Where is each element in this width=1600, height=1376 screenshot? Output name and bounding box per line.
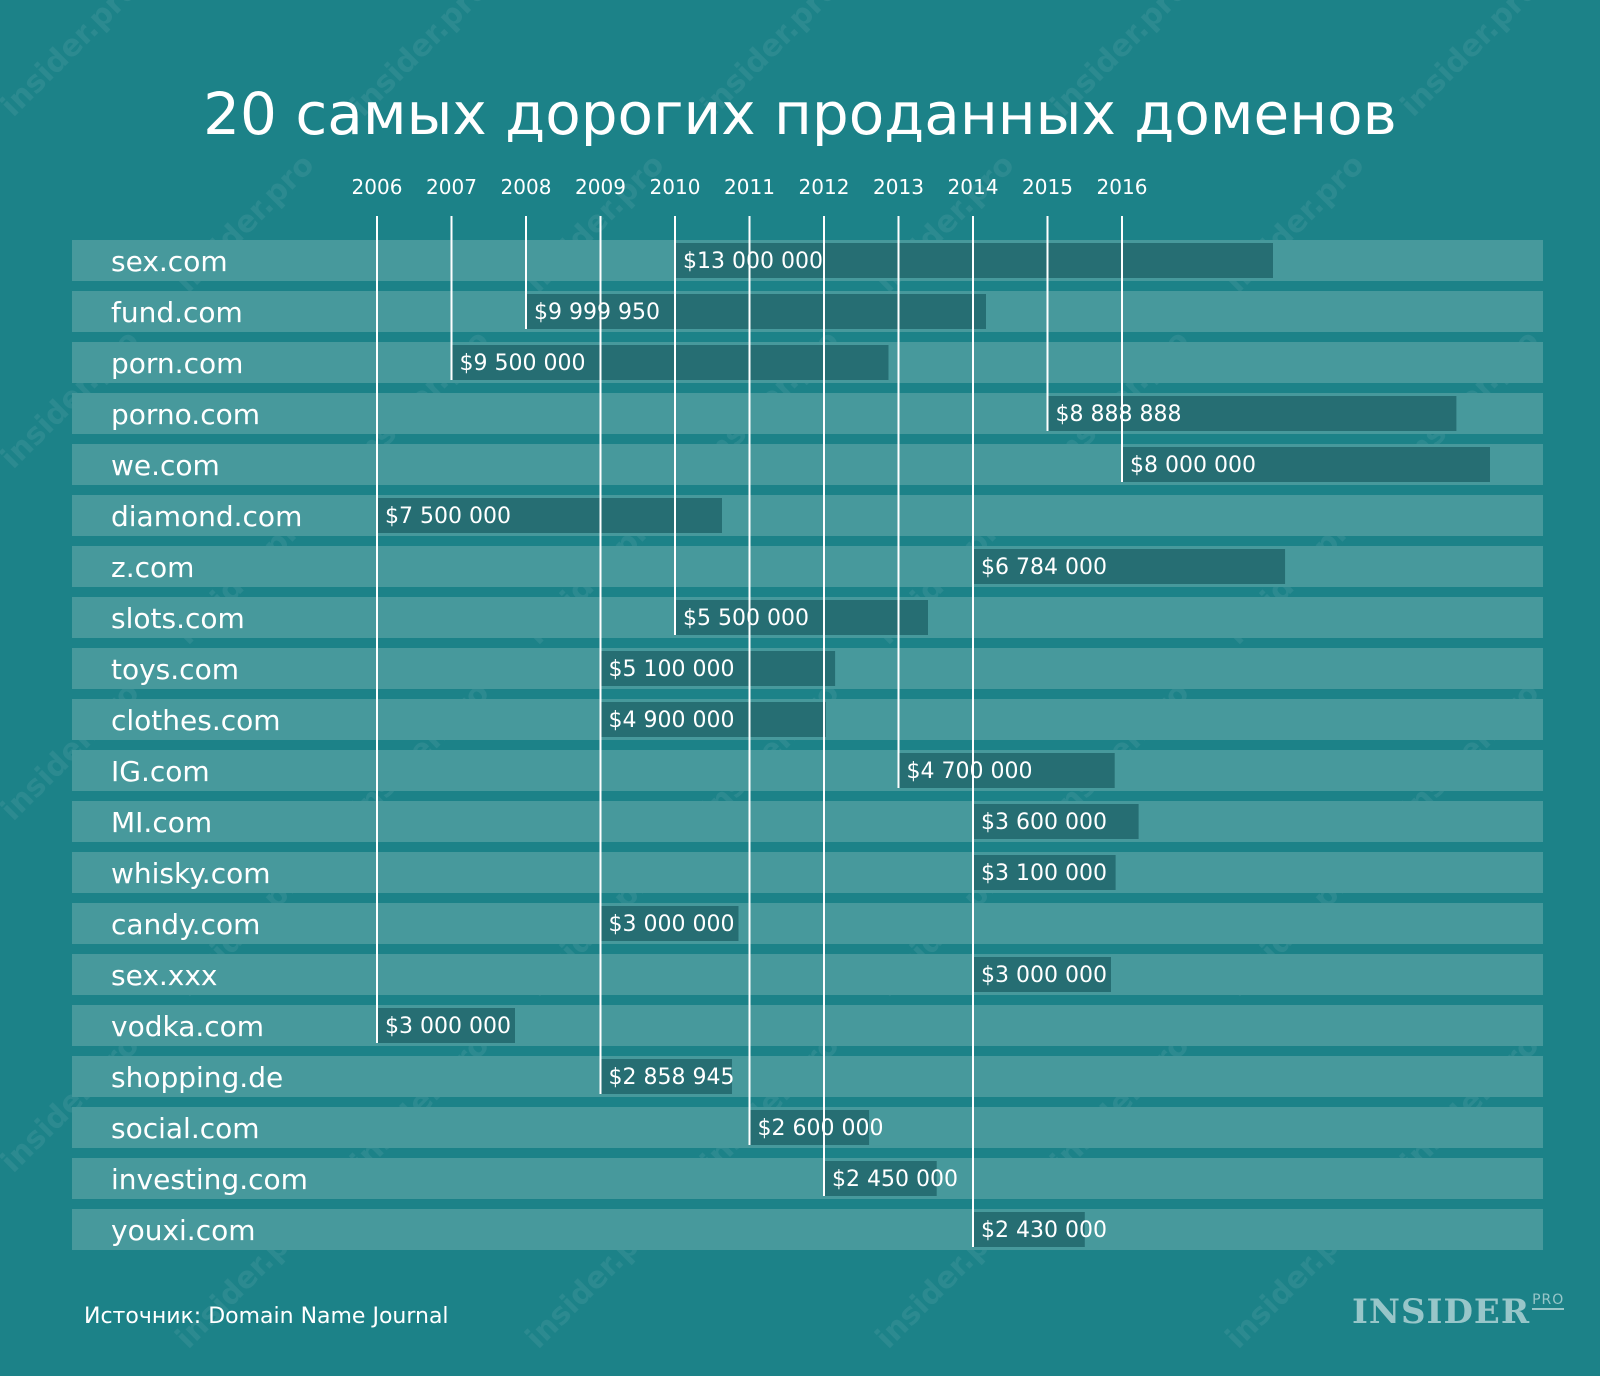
logo-subtext: PRO (1532, 1292, 1565, 1310)
value-bar (973, 855, 1116, 890)
chart-title: 20 самых дорогих проданных доменов (203, 80, 1397, 148)
row-background (72, 495, 1543, 536)
domain-label: sex.xxx (111, 959, 218, 992)
domain-label: sex.com (111, 245, 228, 278)
domain-label: diamond.com (111, 500, 302, 533)
domain-label: whisky.com (111, 857, 271, 890)
value-bar (898, 753, 1115, 788)
year-tick-label: 2006 (352, 175, 403, 199)
value-label: $3 000 000 (385, 1014, 511, 1039)
row-background (72, 1005, 1543, 1046)
value-label: $7 500 000 (385, 504, 511, 529)
domain-label: candy.com (111, 908, 260, 941)
year-tick-label: 2015 (1022, 175, 1073, 199)
value-label: $9 999 950 (534, 300, 660, 325)
domain-label: shopping.de (111, 1061, 283, 1094)
row-background (72, 852, 1543, 893)
value-bar (824, 1161, 937, 1196)
value-bar (675, 600, 928, 635)
value-label: $9 500 000 (460, 351, 586, 376)
domain-label: toys.com (111, 653, 239, 686)
domain-label: we.com (111, 449, 220, 482)
value-label: $13 000 000 (683, 249, 823, 274)
logo-text: INSIDER (1352, 1292, 1531, 1332)
value-label: $2 450 000 (832, 1167, 958, 1192)
value-bar (377, 498, 722, 533)
value-bar (600, 651, 836, 686)
domain-label: fund.com (111, 296, 243, 329)
domain-label: vodka.com (111, 1010, 264, 1043)
domain-label: slots.com (111, 602, 245, 635)
row-background (72, 801, 1543, 842)
value-label: $3 000 000 (609, 912, 735, 937)
year-tick-label: 2010 (650, 175, 701, 199)
value-bar (526, 294, 986, 329)
value-bar (451, 345, 889, 380)
year-tick-label: 2016 (1097, 175, 1148, 199)
domain-label: porn.com (111, 347, 243, 380)
year-tick-label: 2012 (799, 175, 850, 199)
value-label: $8 000 000 (1130, 453, 1256, 478)
value-label: $5 100 000 (609, 657, 735, 682)
domain-label: IG.com (111, 755, 210, 788)
row-background (72, 1209, 1543, 1250)
insider-pro-logo: INSIDER PRO (1352, 1292, 1565, 1332)
value-bar (1047, 396, 1457, 431)
domain-label: social.com (111, 1112, 260, 1145)
value-label: $4 700 000 (907, 759, 1033, 784)
row-background (72, 954, 1543, 995)
year-tick-label: 2011 (724, 175, 775, 199)
value-bar (973, 549, 1286, 584)
row-background (72, 1158, 1543, 1199)
source-note: Источник: Domain Name Journal (84, 1304, 449, 1329)
value-label: $5 500 000 (683, 606, 809, 631)
value-label: $3 100 000 (981, 861, 1107, 886)
domain-label: z.com (111, 551, 194, 584)
value-label: $4 900 000 (609, 708, 735, 733)
row-background (72, 903, 1543, 944)
value-bar (749, 1110, 870, 1145)
domain-label: investing.com (111, 1163, 308, 1196)
year-tick-label: 2007 (426, 175, 477, 199)
year-tick-label: 2008 (501, 175, 552, 199)
value-label: $2 600 000 (758, 1116, 884, 1141)
value-label: $2 858 945 (609, 1065, 735, 1090)
value-bar (973, 1212, 1085, 1247)
value-label: $6 784 000 (981, 555, 1107, 580)
value-bar (1122, 447, 1490, 482)
year-tick-label: 2009 (575, 175, 626, 199)
domain-label: youxi.com (111, 1214, 256, 1247)
row-background (72, 546, 1543, 587)
domain-label: porno.com (111, 398, 260, 431)
value-bar (600, 906, 739, 941)
value-bar (600, 1059, 733, 1094)
value-label: $3 600 000 (981, 810, 1107, 835)
domain-label: clothes.com (111, 704, 281, 737)
value-label: $8 888 888 (1056, 402, 1182, 427)
value-bar (973, 804, 1139, 839)
year-tick-label: 2013 (873, 175, 924, 199)
value-bar (600, 702, 826, 737)
value-bar (377, 1008, 515, 1043)
year-tick-label: 2014 (948, 175, 999, 199)
value-label: $3 000 000 (981, 963, 1107, 988)
domain-label: MI.com (111, 806, 212, 839)
row-background (72, 1056, 1543, 1097)
value-bar (973, 957, 1111, 992)
row-background (72, 750, 1543, 791)
value-label: $2 430 000 (981, 1218, 1107, 1243)
